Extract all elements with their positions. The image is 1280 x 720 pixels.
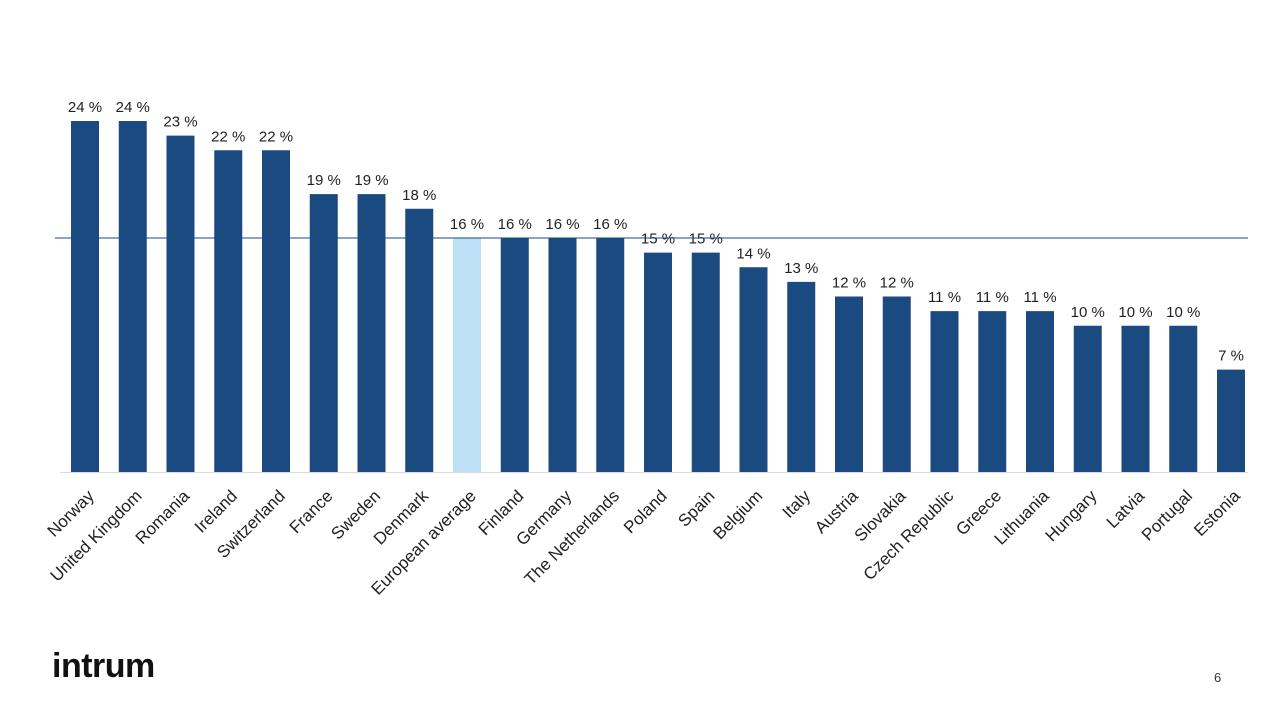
category-label: Spain bbox=[674, 486, 718, 530]
data-label: 24 % bbox=[116, 99, 150, 116]
bar bbox=[787, 281, 816, 472]
bar bbox=[882, 296, 911, 472]
bar bbox=[1026, 311, 1054, 472]
bar bbox=[118, 121, 147, 472]
data-label: 12 % bbox=[880, 275, 914, 292]
data-label: 11 % bbox=[976, 289, 1009, 306]
data-label: 10 % bbox=[1118, 304, 1152, 321]
data-label: 14 % bbox=[736, 245, 770, 262]
bar bbox=[1217, 369, 1245, 472]
category-label: Romania bbox=[132, 486, 194, 548]
data-label: 16 % bbox=[545, 216, 579, 233]
data-label: 10 % bbox=[1071, 304, 1105, 321]
data-label: 13 % bbox=[784, 260, 818, 277]
data-label: 19 % bbox=[307, 172, 341, 189]
bar bbox=[691, 252, 720, 472]
category-label: Belgium bbox=[709, 486, 766, 543]
bar bbox=[1169, 325, 1198, 472]
data-label: 15 % bbox=[641, 231, 675, 248]
bar bbox=[548, 238, 577, 472]
category-label: Czech Republic bbox=[860, 486, 958, 584]
category-label: Estonia bbox=[1190, 486, 1244, 540]
category-label: Hungary bbox=[1042, 486, 1101, 545]
bar bbox=[835, 296, 863, 472]
data-label: 12 % bbox=[832, 275, 866, 292]
data-label: 24 % bbox=[68, 99, 102, 116]
data-label: 10 % bbox=[1166, 304, 1200, 321]
bar bbox=[739, 267, 768, 472]
bar bbox=[453, 238, 481, 472]
intrum-logo: intrum bbox=[52, 647, 155, 685]
bar bbox=[930, 311, 959, 472]
bar bbox=[262, 150, 290, 472]
bar bbox=[166, 135, 195, 472]
bar bbox=[1073, 325, 1102, 472]
data-label: 18 % bbox=[402, 187, 436, 204]
bar bbox=[644, 252, 672, 472]
category-label: Poland bbox=[620, 486, 671, 537]
data-label: 22 % bbox=[259, 128, 293, 145]
data-label: 11 % bbox=[928, 289, 961, 306]
data-label: 11 % bbox=[1023, 289, 1056, 306]
data-label: 16 % bbox=[450, 216, 484, 233]
data-label: 19 % bbox=[354, 172, 388, 189]
data-label: 23 % bbox=[163, 114, 197, 131]
bar bbox=[500, 238, 529, 472]
data-label: 16 % bbox=[498, 216, 532, 233]
bar bbox=[357, 194, 386, 472]
data-label: 7 % bbox=[1218, 348, 1244, 365]
bar bbox=[71, 121, 99, 472]
category-label: Latvia bbox=[1103, 486, 1149, 532]
bar bbox=[405, 208, 434, 472]
bar bbox=[309, 194, 338, 472]
category-label: Portugal bbox=[1138, 486, 1196, 544]
page-number: 6 bbox=[1214, 670, 1222, 685]
data-label: 15 % bbox=[689, 231, 723, 248]
bar bbox=[214, 150, 243, 472]
data-label: 16 % bbox=[593, 216, 627, 233]
bar bbox=[978, 311, 1007, 472]
bar bbox=[596, 238, 625, 472]
bar bbox=[1121, 325, 1150, 472]
category-label: Italy bbox=[779, 486, 815, 522]
data-label: 22 % bbox=[211, 128, 245, 145]
